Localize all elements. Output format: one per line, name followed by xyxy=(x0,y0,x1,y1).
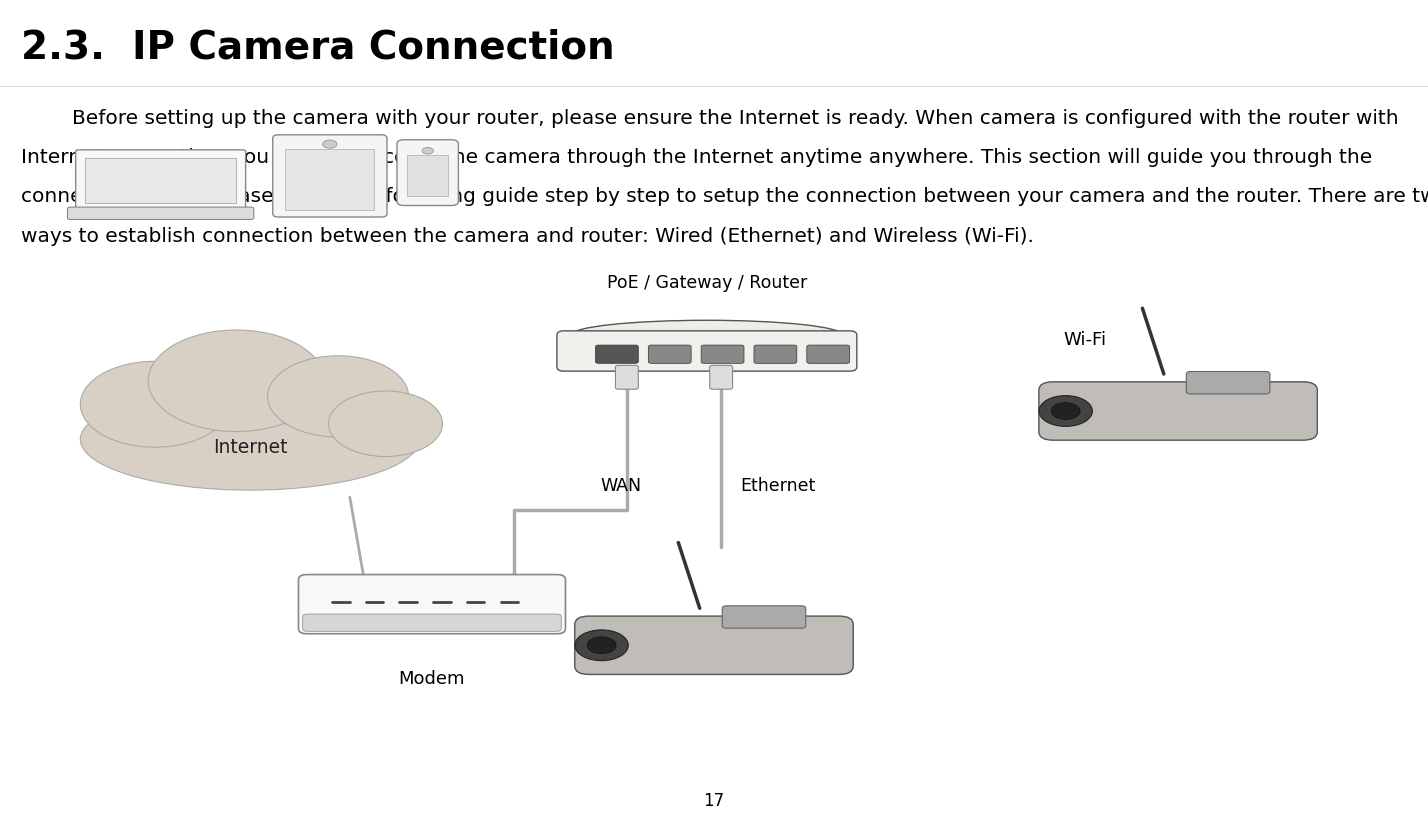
Text: WAN: WAN xyxy=(601,477,641,495)
FancyBboxPatch shape xyxy=(407,155,448,196)
Circle shape xyxy=(1040,395,1092,427)
Text: Modem: Modem xyxy=(398,670,464,688)
Text: connection setup. Please follow the following guide step by step to setup the co: connection setup. Please follow the foll… xyxy=(21,187,1428,206)
Circle shape xyxy=(423,147,433,154)
Circle shape xyxy=(323,140,337,148)
FancyBboxPatch shape xyxy=(1038,381,1317,441)
Circle shape xyxy=(267,356,408,437)
FancyBboxPatch shape xyxy=(807,345,850,363)
Text: PoE / Gateway / Router: PoE / Gateway / Router xyxy=(607,274,807,292)
FancyBboxPatch shape xyxy=(397,140,458,206)
Text: Ethernet: Ethernet xyxy=(741,477,815,495)
Text: Internet connection, you can then access the camera through the Internet anytime: Internet connection, you can then access… xyxy=(21,148,1372,167)
FancyBboxPatch shape xyxy=(557,330,857,371)
Circle shape xyxy=(587,637,615,653)
Circle shape xyxy=(328,391,443,456)
FancyBboxPatch shape xyxy=(701,345,744,363)
Text: Before setting up the camera with your router, please ensure the Internet is rea: Before setting up the camera with your r… xyxy=(21,109,1399,127)
FancyBboxPatch shape xyxy=(298,575,565,634)
FancyBboxPatch shape xyxy=(723,606,805,628)
FancyBboxPatch shape xyxy=(648,345,691,363)
Text: 2.3.  IP Camera Connection: 2.3. IP Camera Connection xyxy=(21,29,615,67)
Ellipse shape xyxy=(80,389,420,490)
Text: ways to establish connection between the camera and router: Wired (Ethernet) and: ways to establish connection between the… xyxy=(21,227,1034,246)
Text: 17: 17 xyxy=(704,792,724,810)
FancyBboxPatch shape xyxy=(574,616,853,674)
FancyBboxPatch shape xyxy=(754,345,797,363)
FancyBboxPatch shape xyxy=(273,135,387,217)
Circle shape xyxy=(149,330,324,432)
Ellipse shape xyxy=(571,321,843,349)
FancyBboxPatch shape xyxy=(595,345,638,363)
FancyBboxPatch shape xyxy=(1187,372,1269,394)
Text: Internet: Internet xyxy=(213,438,287,458)
Circle shape xyxy=(1051,403,1080,419)
Circle shape xyxy=(575,630,628,661)
Circle shape xyxy=(80,362,230,447)
FancyBboxPatch shape xyxy=(86,159,236,203)
FancyBboxPatch shape xyxy=(303,614,561,631)
Text: Wi-Fi: Wi-Fi xyxy=(1064,331,1107,349)
FancyBboxPatch shape xyxy=(76,150,246,209)
FancyBboxPatch shape xyxy=(615,365,638,389)
FancyBboxPatch shape xyxy=(286,150,374,210)
FancyBboxPatch shape xyxy=(67,207,254,219)
FancyBboxPatch shape xyxy=(710,365,733,389)
